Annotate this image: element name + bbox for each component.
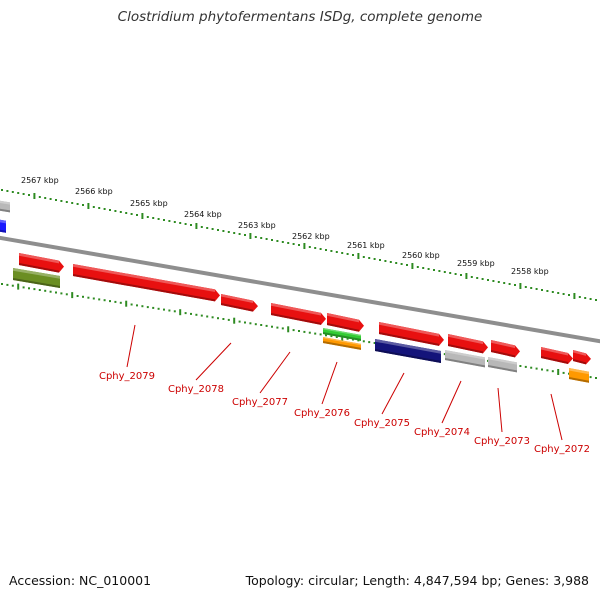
feature-orange-cphy-2072 xyxy=(569,368,589,383)
scale-label-2564: 2564 kbp xyxy=(184,210,222,219)
gene-label[interactable]: Cphy_2072 xyxy=(534,444,590,455)
feature-olive xyxy=(13,268,60,289)
gene-leader-line xyxy=(381,372,405,415)
gene-leader-line xyxy=(441,380,462,424)
gene-label[interactable]: Cphy_2076 xyxy=(294,408,350,419)
gene-callout[interactable]: Cphy_2076 xyxy=(294,361,350,419)
gene-leader-line xyxy=(195,342,232,381)
genome-summary: Topology: circular; Length: 4,847,594 bp… xyxy=(245,573,589,588)
feature-orange-cphy-2076 xyxy=(323,337,361,350)
map-title: Clostridium phytofermentans ISDg, comple… xyxy=(117,9,483,25)
scale-label-2559: 2559 kbp xyxy=(457,259,495,268)
scale-label-2565: 2565 kbp xyxy=(130,199,168,208)
genome-backbone xyxy=(0,235,600,344)
gene-arrow-cphy-2072a xyxy=(541,347,573,365)
gene-leader-line xyxy=(550,393,563,441)
gene-callout[interactable]: Cphy_2078 xyxy=(168,342,232,395)
gene-arrow-cphy-2073 xyxy=(491,340,520,358)
feature-green-cphy-2076 xyxy=(323,328,361,341)
feature-grey-cphy-2074 xyxy=(445,350,485,368)
gene-leader-line xyxy=(259,351,291,394)
gene-leader-line xyxy=(321,361,338,405)
gene-callout[interactable]: Cphy_2072 xyxy=(534,393,590,455)
scale-labels: 2567 kbp 2566 kbp 2565 kbp 2564 kbp 2563 kbp… xyxy=(21,176,549,276)
gene-arrow-cphy-2074 xyxy=(448,334,488,354)
feature-grey-edge xyxy=(0,200,10,213)
feature-navy-cphy-2075 xyxy=(375,339,441,364)
scale-label-2558: 2558 kbp xyxy=(511,267,549,276)
gene-labels: Cphy_2079 Cphy_2078 Cphy_2077 Cphy_2076 Cphy… xyxy=(99,324,590,455)
gene-label[interactable]: Cphy_2075 xyxy=(354,418,410,429)
gene-arrow-cphy-2077 xyxy=(271,303,326,325)
feature-track xyxy=(0,200,591,383)
scale-label-2566: 2566 kbp xyxy=(75,187,113,196)
gene-label[interactable]: Cphy_2074 xyxy=(414,427,470,438)
scale-label-2561: 2561 kbp xyxy=(347,241,385,250)
scale-label-2562: 2562 kbp xyxy=(292,232,330,241)
feature-grey-cphy-2073 xyxy=(488,357,517,373)
gene-callout[interactable]: Cphy_2079 xyxy=(99,324,155,382)
gene-arrow-cphy-2075 xyxy=(379,322,444,346)
gene-label[interactable]: Cphy_2073 xyxy=(474,436,530,447)
gene-leader-line xyxy=(497,387,503,433)
gene-arrow-cphy-2079 xyxy=(73,264,220,302)
gene-arrow xyxy=(19,253,64,273)
gene-label[interactable]: Cphy_2078 xyxy=(168,384,224,395)
scale-label-2563: 2563 kbp xyxy=(238,221,276,230)
gene-callout[interactable]: Cphy_2073 xyxy=(474,387,530,447)
gene-label[interactable]: Cphy_2077 xyxy=(232,397,288,408)
gene-callout[interactable]: Cphy_2077 xyxy=(232,351,291,408)
gene-arrow-cphy-2078 xyxy=(221,294,258,312)
gene-label[interactable]: Cphy_2079 xyxy=(99,371,155,382)
gene-arrow-cphy-2072b xyxy=(573,350,591,365)
scale-label-2560: 2560 kbp xyxy=(402,251,440,260)
feature-blue-edge xyxy=(0,219,6,233)
gene-callout[interactable]: Cphy_2075 xyxy=(354,372,410,429)
gene-arrow-cphy-2076 xyxy=(327,313,364,332)
outer-tick-track xyxy=(1,189,597,301)
accession-label: Accession: NC_010001 xyxy=(9,573,152,588)
gene-callout[interactable]: Cphy_2074 xyxy=(414,380,470,438)
scale-label-2567: 2567 kbp xyxy=(21,176,59,185)
gene-leader-line xyxy=(126,324,136,368)
